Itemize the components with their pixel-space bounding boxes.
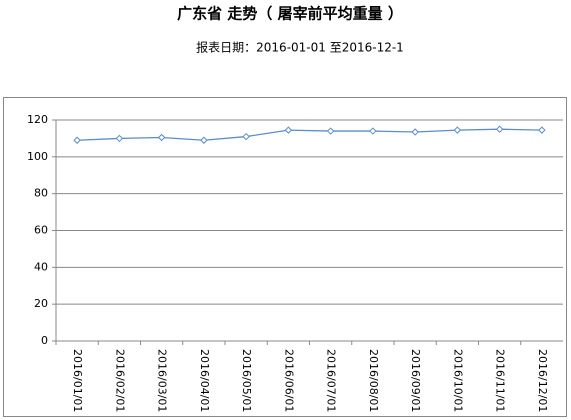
chart-subtitle: 报表日期：2016-01-01 至2016-12-1 <box>196 40 404 55</box>
chart-border <box>3 97 567 417</box>
point-marker <box>369 127 377 135</box>
point-marker <box>326 127 335 135</box>
x-tick-label: 2016/10/01 <box>451 349 464 412</box>
y-tick-label: 120 <box>27 113 48 126</box>
y-tick-label: 40 <box>34 260 48 273</box>
x-tick-label: 2016/05/01 <box>240 349 253 412</box>
x-tick-label: 2016/01/01 <box>71 349 84 412</box>
x-tick-label: 2016/09/01 <box>409 349 422 412</box>
point-marker <box>495 125 504 133</box>
y-tick-label: 0 <box>41 334 48 347</box>
x-tick-label: 2016/11/01 <box>494 349 507 412</box>
x-tick-label: 2016/04/01 <box>198 349 211 412</box>
point-marker <box>157 133 166 142</box>
chart-title: 广东省 走势（ 屠宰前平均重量 ） <box>177 5 403 23</box>
point-marker <box>73 136 81 144</box>
point-marker <box>242 132 250 141</box>
point-marker <box>200 136 208 144</box>
y-tick-label: 80 <box>34 187 48 200</box>
point-marker <box>115 134 124 143</box>
x-tick-label: 2016/08/01 <box>367 349 380 412</box>
x-tick-label: 2016/07/01 <box>325 349 338 412</box>
y-tick-label: 20 <box>34 297 48 310</box>
point-marker <box>538 126 546 134</box>
point-marker <box>411 128 419 136</box>
point-marker <box>453 126 462 134</box>
x-tick-label: 2016/03/01 <box>156 349 169 412</box>
x-tick-label: 2016/06/01 <box>282 349 295 412</box>
y-tick-label: 100 <box>27 150 48 163</box>
line-series <box>77 128 542 141</box>
x-tick-label: 2016/12/01 <box>536 349 549 412</box>
y-tick-label: 60 <box>34 224 48 237</box>
x-tick-label: 2016/02/01 <box>113 349 126 412</box>
point-marker <box>284 126 293 134</box>
